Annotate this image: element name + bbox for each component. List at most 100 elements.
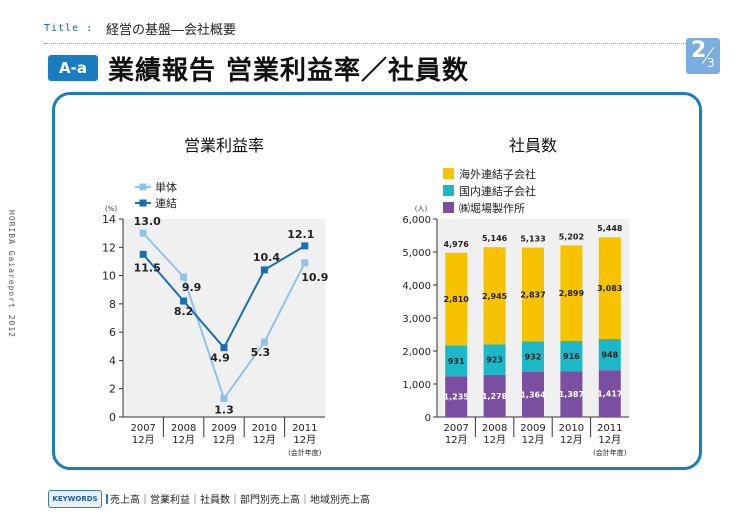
- single-data-label: 13.0: [134, 215, 161, 228]
- bar-x-tick-label: 12月: [445, 434, 468, 446]
- consolidated-data-label: 12.1: [287, 228, 314, 241]
- bar-unit-label: (人): [415, 205, 428, 213]
- bar-legend-label: ㈱堀場製作所: [459, 201, 525, 215]
- bar-x-tick-label: 2008: [482, 423, 507, 434]
- bar-segment: [445, 345, 468, 377]
- bar-y-tick-label: 5,000: [402, 248, 431, 259]
- bar-y-tick-label: 4,000: [402, 281, 431, 292]
- bar-total-label: 5,146: [482, 234, 508, 243]
- consolidated-data-label: 10.4: [253, 251, 280, 264]
- bar-segment: [598, 370, 621, 417]
- bar-total-label: 4,976: [444, 240, 470, 249]
- bar-segment-label: 916: [563, 352, 580, 361]
- line-x-tick-label: 2009: [211, 423, 236, 434]
- bar-legend-swatch: [443, 202, 454, 213]
- bar-x-tick-label: 2011: [597, 423, 622, 434]
- keyword-marker-icon: [106, 494, 108, 504]
- keywords-items: 売上高｜営業利益｜社員数｜部門別売上高｜地域別売上高: [110, 495, 370, 506]
- page-total: 3: [707, 56, 715, 70]
- bar-segment-label: 1,278: [482, 392, 508, 401]
- page-indicator: 2 3: [686, 38, 720, 74]
- line-legend-label: 単体: [155, 180, 177, 194]
- line-x-tick-label: 12月: [132, 434, 155, 446]
- consolidated-data-label: 4.9: [210, 352, 230, 365]
- bar-segment-label: 948: [601, 351, 618, 360]
- bar-segment: [560, 341, 583, 372]
- bar-segment: [483, 344, 506, 375]
- bar-segment: [560, 371, 583, 417]
- consolidated-series-point: [260, 266, 268, 274]
- bar-x-tick-label: 12月: [522, 434, 545, 446]
- bar-segment-label: 1,364: [520, 390, 546, 399]
- single-data-label: 10.9: [301, 271, 328, 284]
- bar-y-tick-label: 2,000: [402, 347, 431, 358]
- bar-segment-label: 1,235: [444, 393, 470, 402]
- bar-segment-label: 923: [486, 356, 503, 365]
- bar-segment: [445, 252, 468, 346]
- line-x-tick-label: 2010: [252, 423, 277, 434]
- side-report-title: HORIBA Gaiareport 2012: [7, 210, 16, 338]
- line-x-tick-label: 12月: [293, 434, 316, 446]
- bar-chart-title: 社員数: [509, 136, 557, 155]
- bar-segment: [522, 341, 544, 372]
- bar-segment: [483, 247, 506, 345]
- line-x-note: (会計年度): [288, 448, 322, 457]
- chart-panel: 営業利益率 (%) 0 2 4 6 8 10 12 14 2007 12月 2008 12月 2009 12月…: [52, 92, 702, 470]
- line-x-tick-label: 2011: [292, 423, 317, 434]
- line-x-tick-label: 12月: [172, 434, 195, 446]
- bar-segment: [598, 338, 621, 371]
- line-legend-marker: [139, 183, 147, 191]
- single-data-label: 9.9: [182, 281, 202, 294]
- bar-segment-label: 932: [525, 353, 542, 362]
- bar-legend-label: 海外連結子会社: [459, 167, 536, 181]
- single-series-point: [180, 273, 188, 281]
- line-y-tick-label: 14: [102, 213, 116, 226]
- bar-x-tick-label: 12月: [560, 434, 583, 446]
- section-heading: 業績報告 営業利益率／社員数: [108, 56, 470, 86]
- keywords-list: 売上高｜営業利益｜社員数｜部門別売上高｜地域別売上高: [106, 491, 370, 506]
- bar-segment: [560, 245, 583, 342]
- line-x-tick-label: 12月: [213, 434, 236, 446]
- bar-segment: [522, 247, 544, 342]
- line-x-tick-label: 12月: [253, 434, 276, 446]
- line-y-tick-label: 12: [102, 241, 116, 254]
- consolidated-data-label: 8.2: [174, 305, 194, 318]
- consolidated-series-point: [220, 344, 228, 352]
- line-legend-marker: [139, 199, 147, 207]
- line-plot-area: [123, 219, 325, 417]
- single-data-label: 5.3: [251, 346, 271, 359]
- page-number: 2: [691, 38, 707, 63]
- keywords-badge: KEYWORDS: [48, 490, 102, 508]
- bar-x-tick-label: 12月: [598, 434, 621, 446]
- bar-segment: [598, 237, 621, 339]
- bar-segment-label: 2,837: [520, 290, 545, 299]
- single-series-point: [139, 229, 147, 237]
- line-y-tick-label: 2: [109, 383, 116, 396]
- bar-segment-label: 2,945: [482, 292, 508, 301]
- bar-x-tick-label: 2010: [559, 423, 584, 434]
- bar-segment: [522, 371, 544, 417]
- line-y-tick-label: 8: [109, 298, 116, 311]
- single-series-point: [260, 338, 268, 346]
- title-divider: [44, 43, 686, 44]
- bar-y-tick-label: 3,000: [402, 314, 431, 325]
- bar-total-label: 5,202: [559, 232, 584, 241]
- consolidated-series-point: [139, 250, 147, 258]
- document-title: 経営の基盤―会社概要: [106, 23, 237, 38]
- bar-segment-label: 931: [448, 357, 465, 366]
- bar-segment-label: 1,387: [559, 390, 584, 399]
- bar-total-label: 5,448: [597, 224, 623, 233]
- bar-segment: [445, 376, 468, 417]
- bar-segment-label: 1,417: [597, 390, 622, 399]
- bar-legend-swatch: [443, 168, 454, 179]
- single-data-label: 1.3: [214, 404, 234, 417]
- line-y-tick-label: 0: [109, 411, 116, 424]
- charts-svg: 営業利益率(%)02468101214200712月200812月200912月…: [102, 136, 629, 457]
- bar-total-label: 5,133: [520, 235, 545, 244]
- bar-x-tick-label: 12月: [483, 434, 506, 446]
- bar-segment-label: 3,083: [597, 284, 622, 293]
- line-y-tick-label: 6: [109, 326, 116, 339]
- bar-segment: [483, 374, 506, 417]
- single-series-point: [220, 395, 228, 403]
- line-unit-label: (%): [105, 205, 117, 213]
